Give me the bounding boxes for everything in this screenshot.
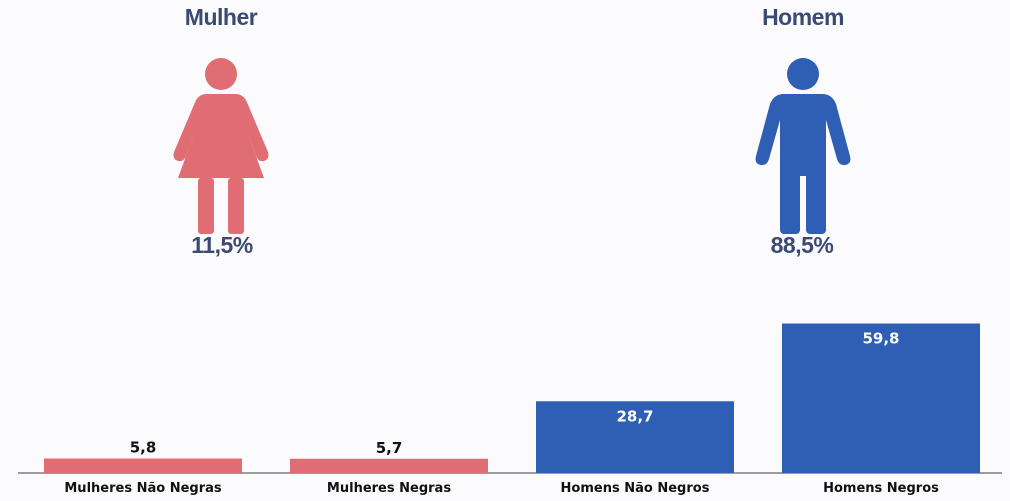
category-label-2: Homens Não Negros (561, 481, 710, 496)
bar-1 (290, 458, 488, 473)
bar-3 (782, 323, 980, 473)
category-label-3: Homens Negros (823, 481, 939, 496)
bar-value-label-2: 28,7 (616, 407, 653, 425)
category-label-0: Mulheres Não Negras (64, 481, 222, 496)
female-title: Mulher (184, 4, 258, 30)
bar-2 (536, 401, 734, 473)
male-percent: 88,5% (770, 232, 834, 258)
bar-value-label-1: 5,7 (376, 439, 403, 457)
bar-value-label-3: 59,8 (862, 330, 899, 348)
male-figure-icon (755, 58, 851, 234)
male-title: Homem (762, 4, 844, 30)
female-figure-icon (173, 58, 269, 234)
female-percent: 11,5% (191, 232, 253, 258)
bar-value-label-0: 5,8 (130, 439, 157, 457)
category-label-1: Mulheres Negras (327, 481, 451, 496)
bar-0 (44, 458, 242, 473)
